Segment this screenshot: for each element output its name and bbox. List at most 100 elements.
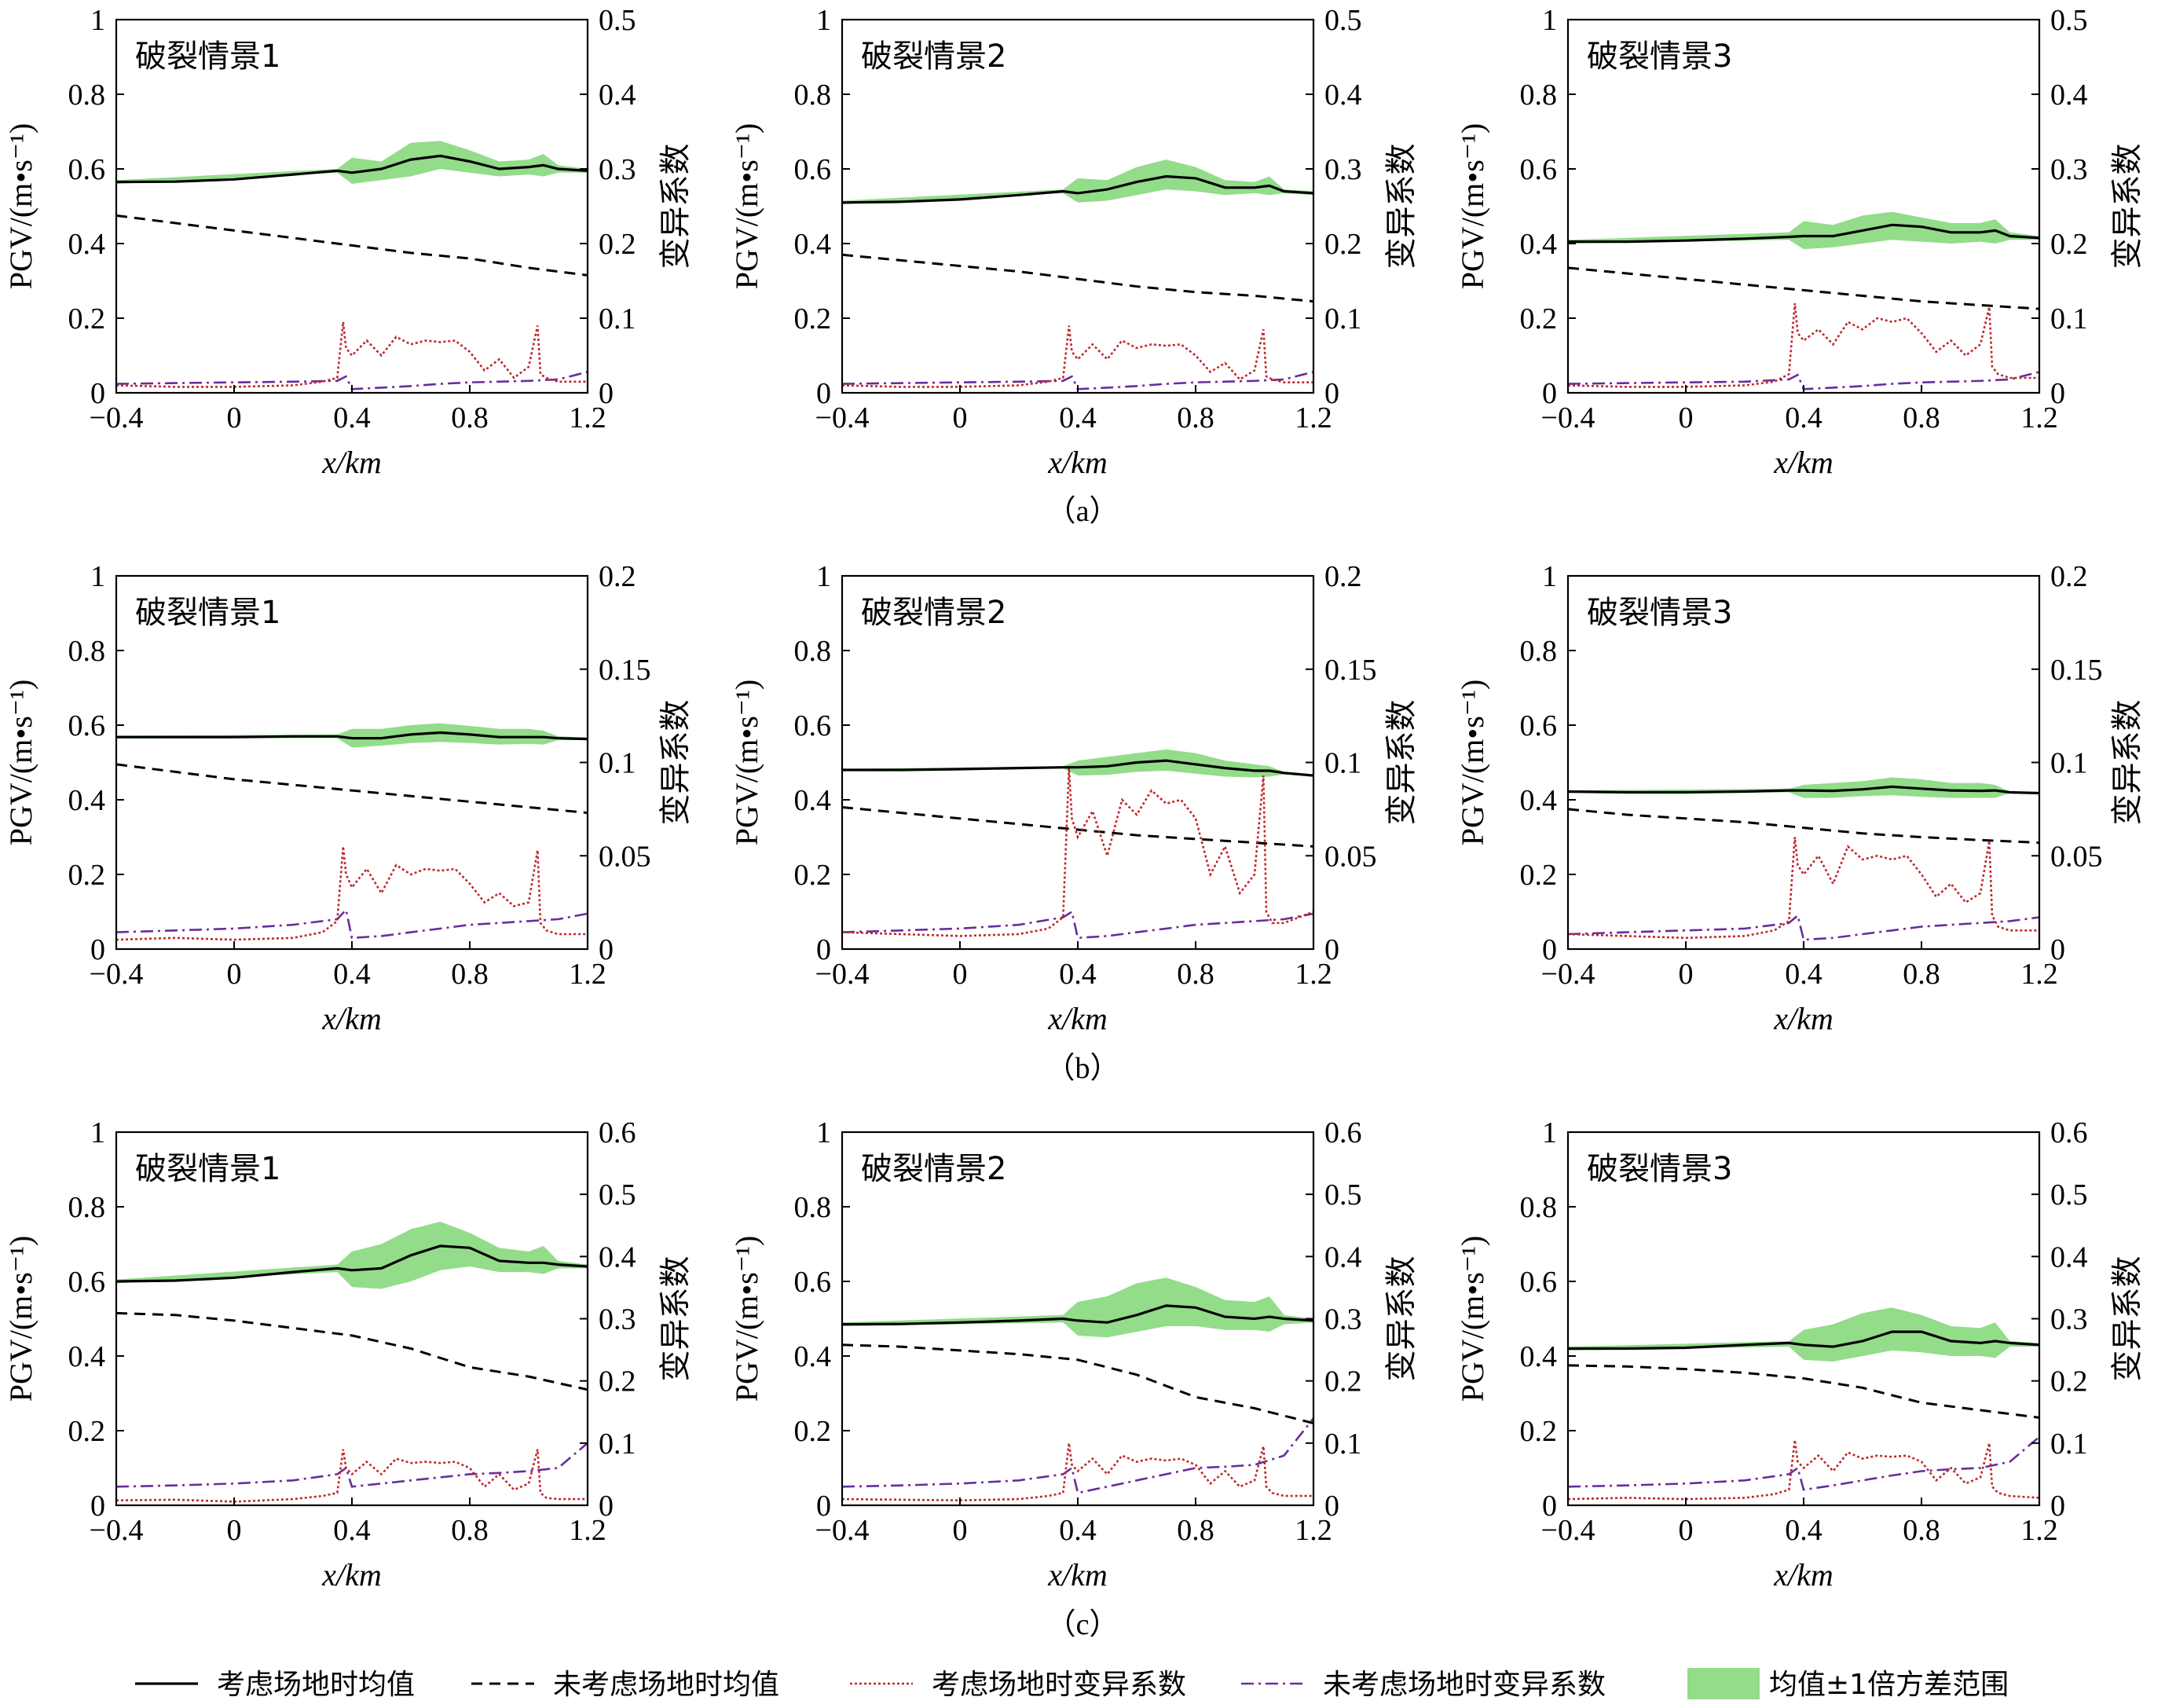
x-tick-label: 0.8 bbox=[1177, 401, 1214, 434]
x-tick-label: −0.4 bbox=[815, 401, 870, 434]
x-tick-label: 0 bbox=[1679, 958, 1694, 991]
x-tick-label: 1.2 bbox=[2020, 1514, 2058, 1547]
std-band bbox=[116, 723, 588, 748]
panel-title: 破裂情景3 bbox=[1587, 595, 1732, 631]
y-right-tick-label: 0 bbox=[2050, 1490, 2065, 1523]
chart-panel: −0.4 0 0.4 0.8 1.200.20.40.60.8100.050.10.15… bbox=[729, 560, 1420, 1036]
legend: 考虑场地时均值 未考虑场地时均值 考虑场地时变异系数 未考虑场地时变异系数 均值±1倍方… bbox=[135, 1668, 2009, 1701]
chart-panel: −0.4 0 0.4 0.8 1.200.20.40.60.8100.050.10.15… bbox=[3, 560, 694, 1036]
y-left-tick-label: 0.8 bbox=[68, 1191, 106, 1224]
plot-area bbox=[1568, 1307, 2039, 1501]
y-left-tick-label: 0.4 bbox=[1520, 228, 1558, 261]
y-right-tick-label: 0.05 bbox=[599, 840, 651, 873]
x-label: x/km bbox=[321, 1001, 382, 1036]
y-left-tick-label: 0.6 bbox=[794, 153, 832, 186]
x-tick-label: 0.8 bbox=[451, 1514, 489, 1547]
y-left-tick-label: 0.6 bbox=[794, 1266, 832, 1299]
legend-item: 考虑场地时均值 bbox=[135, 1669, 415, 1701]
y-right-tick-label: 0.6 bbox=[2050, 1116, 2088, 1149]
chart-panels: −0.4 0 0.4 0.8 1.200.20.40.60.8100.10.20.30.… bbox=[3, 4, 2145, 1593]
y-right-tick-label: 0.2 bbox=[2050, 560, 2088, 593]
y-right-label: 变异系数 bbox=[1383, 144, 1420, 269]
x-tick-label: 0.4 bbox=[1785, 401, 1822, 434]
chart-panel: −0.4 0 0.4 0.8 1.200.20.40.60.8100.10.20.30.… bbox=[3, 4, 694, 480]
axis-frame bbox=[1566, 1131, 2041, 1507]
y-right-tick-label: 0.15 bbox=[2050, 654, 2103, 687]
y-left-tick-label: 0 bbox=[1542, 933, 1557, 966]
y-right-tick-label: 0 bbox=[599, 377, 614, 410]
x-tick-label: 0 bbox=[227, 401, 242, 434]
x-tick-label: 0 bbox=[953, 1514, 968, 1547]
y-left-tick-label: 0.8 bbox=[794, 635, 832, 668]
y-left-tick-label: 0.8 bbox=[794, 79, 832, 112]
std-band bbox=[842, 159, 1313, 205]
y-left-tick-label: 1 bbox=[90, 560, 105, 593]
x-tick-label: 0.4 bbox=[333, 958, 371, 991]
y-left-tick-label: 0.8 bbox=[794, 1191, 832, 1224]
x-tick-label: 1.2 bbox=[1295, 958, 1332, 991]
y-left-tick-label: 0 bbox=[816, 377, 831, 410]
chart-panel: −0.4 0 0.4 0.8 1.200.20.40.60.8100.10.20.30.… bbox=[729, 1116, 1420, 1593]
x-tick-label: 1.2 bbox=[1295, 401, 1332, 434]
plot-area bbox=[116, 141, 588, 390]
row-caption: （a） bbox=[1046, 495, 1119, 528]
y-right-tick-label: 0.4 bbox=[2050, 79, 2088, 112]
y-left-tick-label: 1 bbox=[90, 4, 105, 37]
legend-item: 考虑场地时变异系数 bbox=[850, 1669, 1186, 1701]
x-tick-label: 0 bbox=[1679, 1514, 1694, 1547]
x-tick-label: 0.8 bbox=[1903, 401, 1940, 434]
y-right-tick-label: 0.4 bbox=[599, 1241, 636, 1274]
series-mean-site bbox=[1568, 785, 2039, 795]
y-left-tick-label: 0 bbox=[816, 933, 831, 966]
chart-panel: −0.4 0 0.4 0.8 1.200.20.40.60.8100.10.20.30.… bbox=[729, 4, 1420, 480]
series-cov-site bbox=[842, 768, 1313, 937]
y-right-tick-label: 0.4 bbox=[1324, 1241, 1362, 1274]
y-left-tick-label: 0.4 bbox=[794, 1340, 832, 1373]
y-right-label: 变异系数 bbox=[658, 700, 694, 826]
panel-title: 破裂情景1 bbox=[135, 38, 280, 75]
std-band bbox=[1568, 777, 2039, 798]
x-tick-label: 1.2 bbox=[2020, 958, 2058, 991]
y-left-tick-label: 0 bbox=[90, 933, 105, 966]
y-right-label: 变异系数 bbox=[2109, 1256, 2145, 1382]
y-left-tick-label: 0.4 bbox=[1520, 784, 1558, 817]
y-left-label: PGV/(m•s⁻¹) bbox=[3, 680, 38, 846]
axis-frame bbox=[115, 574, 589, 951]
x-tick-label: 1.2 bbox=[569, 401, 606, 434]
series-cov-site bbox=[116, 846, 588, 941]
y-right-tick-label: 0.3 bbox=[599, 1303, 636, 1336]
series-cov-nosite bbox=[842, 1417, 1313, 1494]
y-right-tick-label: 0.05 bbox=[2050, 840, 2103, 873]
plot-area bbox=[116, 1222, 588, 1503]
legend-item: 均值±1倍方差范围 bbox=[1687, 1668, 2009, 1701]
chart-panel: −0.4 0 0.4 0.8 1.200.20.40.60.8100.10.20.30.… bbox=[3, 1116, 694, 1593]
y-left-tick-label: 0.2 bbox=[68, 859, 106, 892]
y-left-tick-label: 0.6 bbox=[1520, 1266, 1558, 1299]
series-mean-site bbox=[1568, 1330, 2039, 1351]
y-left-tick-label: 0.8 bbox=[68, 79, 106, 112]
x-tick-label: 0.8 bbox=[1177, 958, 1214, 991]
series-cov-site bbox=[842, 1442, 1313, 1502]
y-left-tick-label: 0.2 bbox=[68, 302, 106, 335]
x-label: x/km bbox=[321, 1557, 382, 1593]
std-band bbox=[842, 1277, 1313, 1338]
y-right-tick-label: 0.1 bbox=[599, 747, 636, 780]
legend-item: 未考虑场地时均值 bbox=[471, 1669, 779, 1701]
y-right-tick-label: 0 bbox=[599, 1490, 614, 1523]
y-left-tick-label: 0.6 bbox=[68, 709, 106, 742]
axis-frame bbox=[841, 18, 1315, 394]
y-left-tick-label: 0.2 bbox=[794, 1415, 832, 1448]
y-left-label: PGV/(m•s⁻¹) bbox=[1455, 1236, 1490, 1402]
y-right-tick-label: 0.2 bbox=[1324, 560, 1362, 593]
series-mean-site bbox=[842, 1304, 1313, 1326]
series-cov-nosite bbox=[842, 371, 1313, 390]
y-right-tick-label: 0.4 bbox=[1324, 79, 1362, 112]
std-band bbox=[116, 1222, 588, 1289]
x-label: x/km bbox=[1773, 1001, 1833, 1036]
x-tick-label: 0.4 bbox=[1785, 958, 1822, 991]
series-mean-site bbox=[842, 174, 1313, 204]
x-tick-label: 0.4 bbox=[1059, 958, 1097, 991]
series-mean-nosite bbox=[116, 1311, 588, 1391]
axis-frame bbox=[1566, 574, 2041, 951]
axis-frame bbox=[115, 1131, 589, 1507]
